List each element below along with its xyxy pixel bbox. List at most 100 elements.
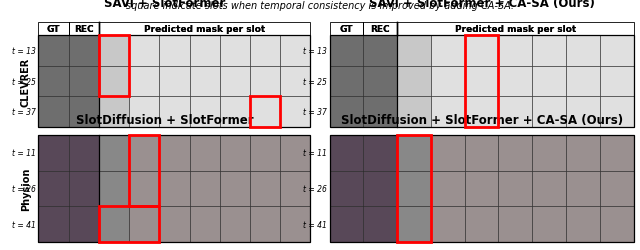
Bar (499, 97, 532, 128)
Text: Predicted mask per slot: Predicted mask per slot (144, 25, 265, 34)
Bar (600, 171, 634, 207)
Text: t = 37: t = 37 (303, 108, 327, 117)
Bar (280, 36, 310, 67)
Bar (38, 67, 68, 97)
Bar (600, 135, 634, 171)
Text: SlotDiffusion + SlotFormer: SlotDiffusion + SlotFormer (76, 113, 253, 126)
Bar (220, 97, 250, 128)
Bar (189, 36, 220, 67)
Bar (364, 97, 397, 128)
Bar (129, 135, 159, 207)
Bar (280, 97, 310, 128)
Bar (465, 36, 499, 67)
Text: square indicate slots when temporal consistency is improved by adding CA-SA.: square indicate slots when temporal cons… (126, 1, 514, 11)
Bar (431, 171, 465, 207)
Bar (600, 67, 634, 97)
Bar (159, 97, 189, 128)
Bar (38, 97, 68, 128)
Bar (189, 135, 220, 171)
Bar (465, 67, 499, 97)
Bar (465, 207, 499, 242)
Bar (68, 207, 99, 242)
Bar (499, 171, 532, 207)
Bar (465, 171, 499, 207)
Bar (330, 207, 364, 242)
Bar (431, 207, 465, 242)
Bar (364, 67, 397, 97)
Bar (38, 135, 68, 171)
Bar (532, 36, 566, 67)
Bar (280, 135, 310, 171)
Bar (68, 97, 99, 128)
Bar (250, 36, 280, 67)
Bar (431, 135, 465, 171)
Bar (465, 135, 499, 171)
Bar (99, 36, 129, 67)
Bar (397, 171, 431, 207)
Bar (38, 36, 68, 67)
Bar (99, 207, 159, 242)
Bar (220, 36, 250, 67)
Bar (250, 97, 280, 128)
Bar (566, 97, 600, 128)
Bar (250, 207, 280, 242)
Bar (99, 67, 129, 97)
Bar (330, 36, 634, 128)
Text: t = 11: t = 11 (12, 148, 36, 158)
Text: t = 25: t = 25 (12, 78, 36, 86)
Bar (532, 135, 566, 171)
Bar (189, 171, 220, 207)
Bar (397, 135, 431, 242)
Bar (68, 36, 99, 67)
Bar (129, 36, 159, 67)
Bar (250, 171, 280, 207)
Text: t = 41: t = 41 (303, 220, 327, 229)
Bar (364, 207, 397, 242)
Bar (99, 171, 129, 207)
Text: t = 13: t = 13 (303, 47, 327, 56)
Bar (159, 67, 189, 97)
Bar (189, 97, 220, 128)
Bar (330, 135, 634, 242)
Bar (431, 67, 465, 97)
Bar (532, 97, 566, 128)
Bar (99, 36, 129, 97)
Bar (250, 135, 280, 171)
Bar (431, 36, 465, 67)
Text: REC: REC (371, 25, 390, 34)
Text: t = 26: t = 26 (303, 184, 327, 193)
Bar (129, 171, 159, 207)
Bar (220, 171, 250, 207)
Bar (220, 207, 250, 242)
Bar (38, 207, 68, 242)
Text: REC: REC (371, 25, 390, 34)
Bar (465, 36, 499, 128)
Text: t = 37: t = 37 (12, 108, 36, 117)
Bar (129, 135, 159, 171)
Bar (38, 36, 310, 128)
Bar (499, 135, 532, 171)
Text: Predicted mask per slot: Predicted mask per slot (144, 25, 265, 34)
Bar (330, 135, 364, 171)
Bar (600, 36, 634, 67)
Text: GT: GT (47, 25, 60, 34)
Bar (280, 171, 310, 207)
Bar (280, 207, 310, 242)
Bar (189, 67, 220, 97)
Bar (499, 207, 532, 242)
Bar (220, 67, 250, 97)
Bar (566, 207, 600, 242)
Bar (129, 67, 159, 97)
Bar (566, 67, 600, 97)
Bar (159, 171, 189, 207)
Bar (600, 97, 634, 128)
Text: t = 13: t = 13 (12, 47, 36, 56)
Text: SAVi + SlotFormer: SAVi + SlotFormer (104, 0, 225, 10)
Bar (364, 171, 397, 207)
Bar (159, 36, 189, 67)
Bar (330, 36, 364, 67)
Text: Predicted mask per slot: Predicted mask per slot (455, 25, 576, 34)
Bar (68, 135, 99, 171)
Text: t = 26: t = 26 (12, 184, 36, 193)
Bar (532, 171, 566, 207)
